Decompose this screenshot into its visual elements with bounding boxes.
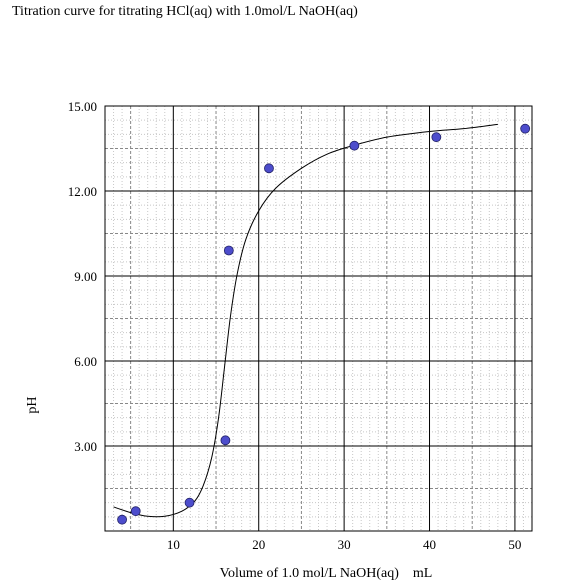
x-tick-label: 30 [338,537,351,552]
data-point [220,435,231,446]
x-axis-title: Volume of 1.0 mol/L NaOH(aq) mL [220,566,433,581]
data-point [223,245,234,256]
data-point [130,506,141,517]
y-axis-ticks: 3.00 6.00 9.00 12.00 15.00 [68,99,97,454]
y-tick-label: 12.00 [68,184,97,199]
minor-grid [104,106,533,531]
x-tick-label: 20 [252,537,265,552]
y-tick-label: 6.00 [74,354,97,369]
data-point [264,163,274,174]
y-tick-label: 9.00 [74,269,97,284]
data-point [349,140,360,151]
data-points [117,123,531,525]
y-tick-label: 15.00 [68,99,97,114]
y-axis-title: pH [25,396,40,413]
y-tick-label: 3.00 [74,439,97,454]
fit-curve [113,123,498,518]
data-point [117,514,127,525]
chart-title: Titration curve for titrating HCl(aq) wi… [12,4,358,19]
data-point [520,123,531,134]
plot-frame [104,105,533,532]
data-point [184,497,195,508]
data-point [431,132,442,143]
x-tick-label: 40 [423,537,436,552]
x-tick-label: 10 [167,537,180,552]
major-grid [105,106,532,531]
x-axis-ticks: 10 20 30 40 50 [167,537,522,552]
x-tick-label: 50 [508,537,521,552]
